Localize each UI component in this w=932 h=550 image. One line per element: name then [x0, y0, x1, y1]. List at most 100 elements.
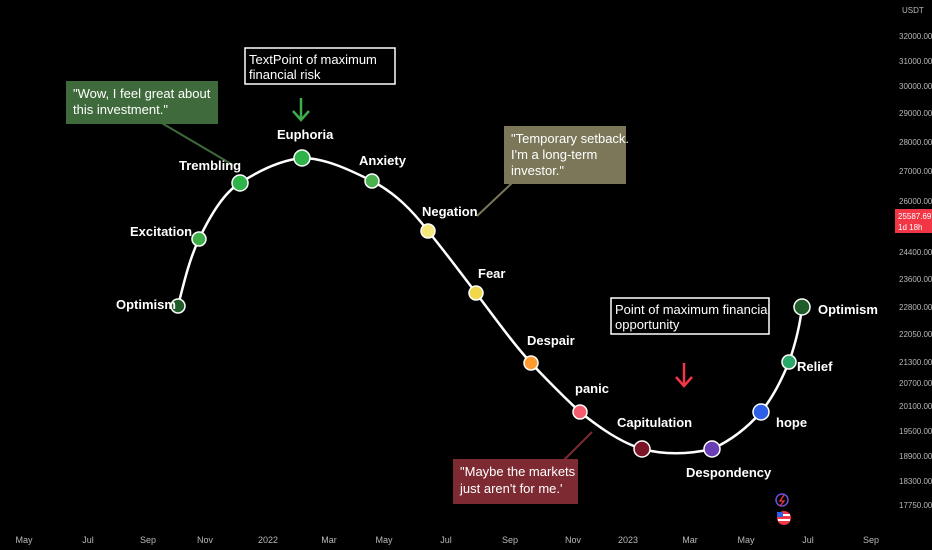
- callout-wow-line-1: "Wow, I feel great about: [73, 86, 211, 101]
- x-tick-label: Jul: [440, 535, 452, 545]
- stage-label-trembling: Trembling: [179, 158, 241, 173]
- x-tick-label: Mar: [321, 535, 337, 545]
- setback-connector: [476, 182, 513, 217]
- svg-text:this investment.": this investment.": [73, 102, 168, 117]
- stage-point-relief[interactable]: [781, 354, 797, 370]
- y-tick-label: 21300.00: [899, 358, 932, 367]
- y-tick-label: 22050.00: [899, 330, 932, 339]
- stage-point-anxiety[interactable]: [364, 173, 380, 189]
- callout-wow[interactable]: "Wow, I feel great about this investment…: [66, 81, 218, 124]
- stage-label-despondency: Despondency: [686, 465, 772, 480]
- y-tick-label: 26000.00: [899, 197, 932, 206]
- lightning-icon[interactable]: [775, 493, 789, 507]
- price-axis[interactable]: USDT 32000.00 31000.00 30000.00 29000.00 280…: [899, 6, 932, 510]
- y-tick-label: 31000.00: [899, 57, 932, 66]
- x-tick-label: Mar: [682, 535, 698, 545]
- svg-text:opportunity: opportunity: [615, 317, 680, 332]
- svg-text:"Temporary setback.: "Temporary setback.: [511, 131, 629, 146]
- currency-label: USDT: [902, 6, 924, 15]
- callout-wow-line-2: this investment.": [73, 102, 168, 117]
- y-tick-label: 22800.00: [899, 303, 932, 312]
- note-max-risk-line-1: TextPoint of maximum: [249, 52, 377, 67]
- svg-text:Point of maximum financial: Point of maximum financial: [615, 302, 770, 317]
- y-tick-label: 18900.00: [899, 452, 932, 461]
- stage-label-optimism: Optimism: [116, 297, 176, 312]
- stage-point-panic[interactable]: [572, 404, 588, 420]
- note-max-opportunity[interactable]: Point of maximum financial opportunity: [610, 297, 770, 335]
- x-tick-label: Jul: [802, 535, 814, 545]
- x-tick-label: Sep: [863, 535, 879, 545]
- stage-point-optimism[interactable]: [170, 298, 186, 314]
- callout-setback-line-3: investor.": [511, 163, 564, 178]
- y-tick-label: 29000.00: [899, 109, 932, 118]
- wow-connector: [159, 121, 234, 166]
- svg-text:financial risk: financial risk: [249, 67, 321, 82]
- last-price-value: 25587.69: [898, 212, 932, 221]
- stage-point-fear[interactable]: [468, 285, 484, 301]
- stage-point-capitulation[interactable]: [633, 440, 651, 458]
- stage-label-relief: Relief: [797, 359, 833, 374]
- stage-point-despondency[interactable]: [703, 440, 721, 458]
- note-max-risk[interactable]: TextPoint of maximum financial risk: [244, 47, 396, 85]
- x-tick-label: Nov: [565, 535, 582, 545]
- x-tick-label: 2023: [618, 535, 638, 545]
- svg-text:TextPoint of maximum: TextPoint of maximum: [249, 52, 377, 67]
- stage-label-panic: panic: [575, 381, 609, 396]
- stage-point-optimism[interactable]: [793, 298, 811, 316]
- x-tick-label: Nov: [197, 535, 214, 545]
- svg-text:I'm a long-term: I'm a long-term: [511, 147, 597, 162]
- x-tick-label: Sep: [502, 535, 518, 545]
- stage-point-despair[interactable]: [523, 355, 539, 371]
- y-tick-label: 30000.00: [899, 82, 932, 91]
- note-max-risk-line-2: financial risk: [249, 67, 321, 82]
- y-tick-label: 32000.00: [899, 32, 932, 41]
- x-tick-label: May: [375, 535, 393, 545]
- svg-text:investor.": investor.": [511, 163, 564, 178]
- stage-label-anxiety: Anxiety: [359, 153, 407, 168]
- svg-text:"Maybe the markets: "Maybe the markets: [460, 464, 576, 479]
- arrow-down-red-icon: [675, 363, 693, 388]
- stage-label-excitation: Excitation: [130, 224, 192, 239]
- y-tick-label: 20700.00: [899, 379, 932, 388]
- stage-labels: Optimism Excitation Trembling Euphoria Anxie…: [116, 127, 878, 480]
- callout-maybe-line-1: "Maybe the markets: [460, 464, 576, 479]
- y-tick-label: 23600.00: [899, 275, 932, 284]
- callout-setback-line-2: I'm a long-term: [511, 147, 597, 162]
- maybe-connector: [561, 431, 593, 463]
- callout-setback-line-1: "Temporary setback.: [511, 131, 629, 146]
- stage-label-hope: hope: [776, 415, 807, 430]
- time-axis[interactable]: May Jul Sep Nov 2022 Mar May Jul Sep Nov 2023 Mar Ma…: [15, 535, 879, 545]
- stage-label-negation: Negation: [422, 204, 478, 219]
- stage-label-despair: Despair: [527, 333, 575, 348]
- stage-point-trembling[interactable]: [231, 174, 249, 192]
- x-tick-label: Sep: [140, 535, 156, 545]
- stage-point-euphoria[interactable]: [293, 149, 311, 167]
- last-price-countdown: 1d 18h: [898, 223, 922, 232]
- callout-maybe-line-2: just aren't for me.': [459, 481, 563, 496]
- y-tick-label: 18300.00: [899, 477, 932, 486]
- x-tick-label: May: [737, 535, 755, 545]
- stage-point-excitation[interactable]: [191, 231, 207, 247]
- callout-maybe[interactable]: "Maybe the markets just aren't for me.': [453, 459, 578, 504]
- note-max-opportunity-line-1: Point of maximum financial: [615, 302, 770, 317]
- y-tick-label: 19500.00: [899, 427, 932, 436]
- svg-text:just aren't for me.': just aren't for me.': [459, 481, 563, 496]
- y-tick-label: 17750.00: [899, 501, 932, 510]
- flag-icon[interactable]: [777, 511, 791, 525]
- stage-label-optimism: Optimism: [818, 302, 878, 317]
- stage-label-capitulation: Capitulation: [617, 415, 692, 430]
- last-price-tag[interactable]: 25587.69 1d 18h: [895, 209, 932, 233]
- arrow-down-green-icon: [292, 98, 310, 122]
- x-tick-label: May: [15, 535, 33, 545]
- stage-label-euphoria: Euphoria: [277, 127, 334, 142]
- note-max-opportunity-line-2: opportunity: [615, 317, 680, 332]
- stage-points: [170, 149, 811, 458]
- callout-setback[interactable]: "Temporary setback. I'm a long-term inve…: [504, 126, 629, 184]
- stage-point-hope[interactable]: [752, 403, 770, 421]
- stage-point-negation[interactable]: [420, 223, 436, 239]
- y-tick-label: 24400.00: [899, 248, 932, 257]
- x-tick-label: Jul: [82, 535, 94, 545]
- y-tick-label: 27000.00: [899, 167, 932, 176]
- svg-text:"Wow, I feel great about: "Wow, I feel great about: [73, 86, 211, 101]
- x-tick-label: 2022: [258, 535, 278, 545]
